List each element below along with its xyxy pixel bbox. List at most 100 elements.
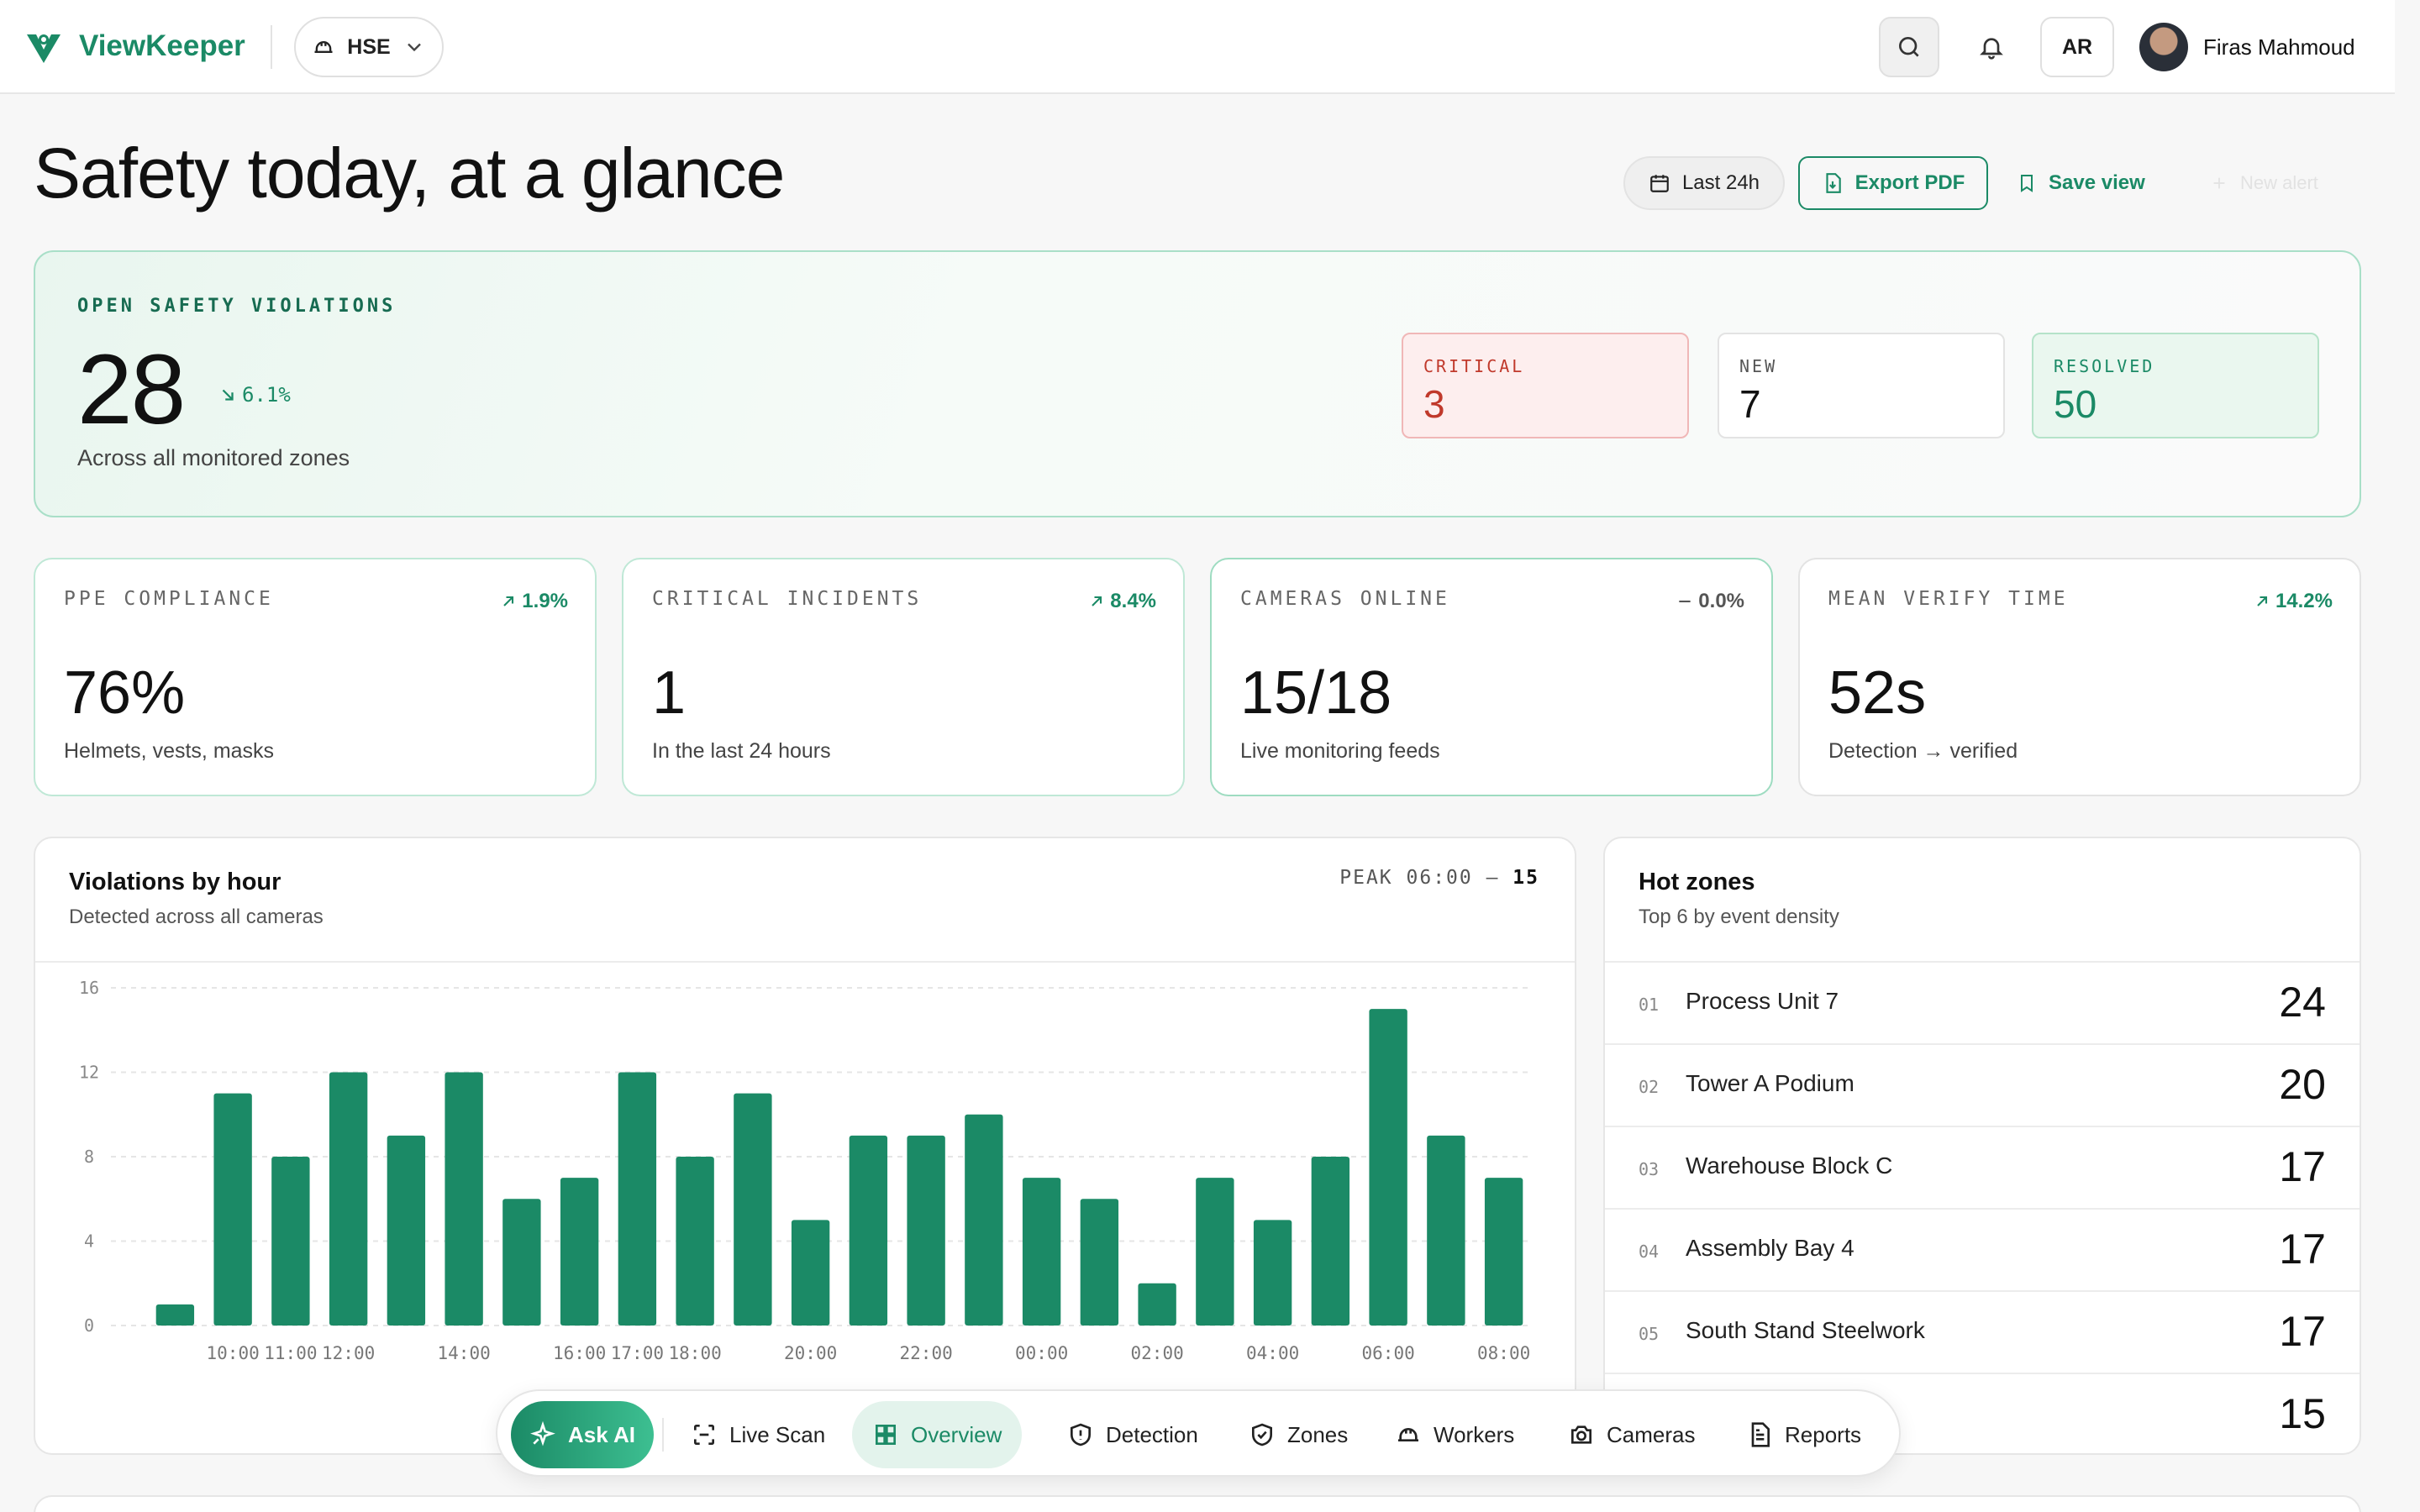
chart-bar[interactable] [329, 1072, 368, 1326]
kpi-critical-incidents[interactable]: CRITICAL INCIDENTS 8.4% 1 In the last 24… [622, 558, 1185, 796]
chart-bar[interactable] [502, 1199, 541, 1326]
card-divider [35, 961, 1575, 963]
viewkeeper-logo-icon [27, 34, 60, 63]
workspace-selector[interactable]: HSE [294, 17, 444, 77]
chart-bar[interactable] [1369, 1009, 1407, 1326]
save-view-button[interactable]: Save view [2017, 156, 2176, 210]
chart-bar[interactable] [1196, 1178, 1234, 1326]
zone-row[interactable]: 04 Assembly Bay 4 17 [1605, 1208, 2360, 1290]
chart-bar[interactable] [791, 1220, 830, 1326]
chart-bar[interactable] [965, 1114, 1003, 1326]
chart-bar[interactable] [155, 1304, 195, 1326]
ask-ai-button[interactable]: Ask AI [511, 1401, 654, 1468]
chart-bar[interactable] [618, 1072, 657, 1326]
cameras-button[interactable]: Cameras [1548, 1401, 1715, 1468]
language-toggle[interactable]: AR [2040, 17, 2114, 77]
zone-count: 20 [2279, 1061, 2326, 1108]
chart-bar[interactable] [1138, 1283, 1176, 1326]
zone-row[interactable]: 02 Tower A Podium 20 [1605, 1043, 2360, 1126]
violations-by-hour-card: Violations by hour Detected across all c… [34, 837, 1576, 1455]
zone-row[interactable]: 01 Process Unit 7 24 [1605, 961, 2360, 1043]
x-tick-label: 14:00 [438, 1343, 491, 1363]
kpi-cameras-online[interactable]: CAMERAS ONLINE 0.0% 15/18 Live monitorin… [1210, 558, 1773, 796]
stat-new-label: NEW [1739, 356, 1778, 376]
hero-value: 28 [77, 334, 186, 445]
kpi-subtitle: In the last 24 hours [652, 739, 831, 763]
chart-bar[interactable] [676, 1157, 714, 1326]
x-tick-label: 02:00 [1131, 1343, 1184, 1363]
user-menu[interactable]: Firas Mahmoud [2139, 20, 2355, 74]
page-title: Safety today, at a glance [34, 134, 785, 213]
bookmark-icon [2021, 175, 2033, 192]
chart-bar[interactable] [1080, 1199, 1119, 1326]
zones-button[interactable]: Zones [1228, 1401, 1368, 1468]
brand[interactable]: ViewKeeper [24, 22, 245, 71]
kpi-label: MEAN VERIFY TIME [1828, 588, 2069, 610]
reports-button[interactable]: Reports [1726, 1401, 1881, 1468]
document-icon [1751, 1422, 1770, 1447]
export-pdf-button[interactable]: Export PDF [1798, 156, 1988, 210]
overview-button[interactable]: Overview [852, 1401, 1023, 1468]
file-download-icon [1826, 173, 1841, 193]
zone-row[interactable]: 03 Warehouse Block C 17 [1605, 1126, 2360, 1208]
open-violations-hero: OPEN SAFETY VIOLATIONS 28 6.1% Across al… [34, 250, 2361, 517]
chart-bar[interactable] [1484, 1178, 1523, 1326]
x-tick-label: 18:00 [669, 1343, 722, 1363]
kpi-label: PPE COMPLIANCE [64, 588, 274, 610]
chart-bar[interactable] [1253, 1220, 1292, 1326]
live-scan-button[interactable]: Live Scan [671, 1401, 845, 1468]
shield-check-icon [1252, 1423, 1272, 1446]
workers-label: Workers [1434, 1421, 1515, 1447]
zone-row[interactable]: 15 [1605, 1373, 2360, 1453]
hero-label: OPEN SAFETY VIOLATIONS [77, 296, 397, 317]
stat-resolved[interactable]: RESOLVED 50 [2032, 333, 2319, 438]
chart-title: Violations by hour [69, 869, 281, 895]
stat-critical[interactable]: CRITICAL 3 [1402, 333, 1689, 438]
ghost-button[interactable]: New alert [2210, 156, 2361, 210]
overview-label: Overview [911, 1421, 1002, 1447]
zone-count: 17 [2279, 1308, 2326, 1355]
search-button[interactable] [1879, 17, 1939, 77]
x-tick-label: 04:00 [1246, 1343, 1299, 1363]
kpi-trend-value: 8.4% [1110, 590, 1156, 612]
x-tick-label: 22:00 [900, 1343, 953, 1363]
calendar-icon [1650, 175, 1669, 192]
chart-bar[interactable] [271, 1157, 310, 1326]
date-range-button[interactable]: Last 24h [1623, 156, 1785, 210]
dock-divider [662, 1418, 664, 1452]
chart-bar[interactable] [387, 1135, 426, 1326]
reports-label: Reports [1785, 1421, 1862, 1447]
chart-bar[interactable] [1022, 1178, 1061, 1326]
zone-count: 15 [2279, 1390, 2326, 1437]
workers-button[interactable]: Workers [1375, 1401, 1534, 1468]
chart-peak-label: PEAK 06:00 — [1339, 867, 1500, 889]
brand-divider [271, 25, 272, 69]
chart-bar[interactable] [560, 1178, 599, 1326]
y-tick-label: 16 [79, 978, 99, 998]
date-range-label: Last 24h [1681, 171, 1760, 194]
chart-peak: PEAK 06:00 — 15 [1339, 867, 1539, 889]
workspace-label: HSE [347, 34, 391, 59]
chart-bar[interactable] [734, 1093, 772, 1326]
detection-button[interactable]: Detection [1047, 1401, 1218, 1468]
chart-bar[interactable] [445, 1072, 483, 1326]
stat-critical-value: 3 [1423, 382, 1445, 426]
kpi-trend-value: 1.9% [522, 590, 568, 612]
kpi-ppe-compliance[interactable]: PPE COMPLIANCE 1.9% 76% Helmets, vests, … [34, 558, 597, 796]
x-tick-label: 17:00 [611, 1343, 664, 1363]
sparkle-icon [530, 1421, 555, 1446]
chart-bar[interactable] [1311, 1157, 1350, 1326]
stat-new[interactable]: NEW 7 [1718, 333, 2005, 438]
notifications-button[interactable] [1961, 17, 2022, 77]
kpi-subtitle: Helmets, vests, masks [64, 739, 275, 763]
kpi-mean-verify-time[interactable]: MEAN VERIFY TIME 14.2% 52s Detection → v… [1798, 558, 2361, 796]
kpi-value: 76% [64, 659, 186, 727]
chart-peak-value: 15 [1512, 867, 1539, 889]
chart-bar[interactable] [849, 1135, 888, 1326]
zone-row[interactable]: 05 South Stand Steelwork 17 [1605, 1290, 2360, 1373]
scan-icon [694, 1425, 714, 1445]
chart-bar[interactable] [907, 1135, 945, 1326]
chart-bar[interactable] [213, 1093, 252, 1326]
x-tick-label: 10:00 [207, 1343, 260, 1363]
chart-bar[interactable] [1427, 1135, 1465, 1326]
